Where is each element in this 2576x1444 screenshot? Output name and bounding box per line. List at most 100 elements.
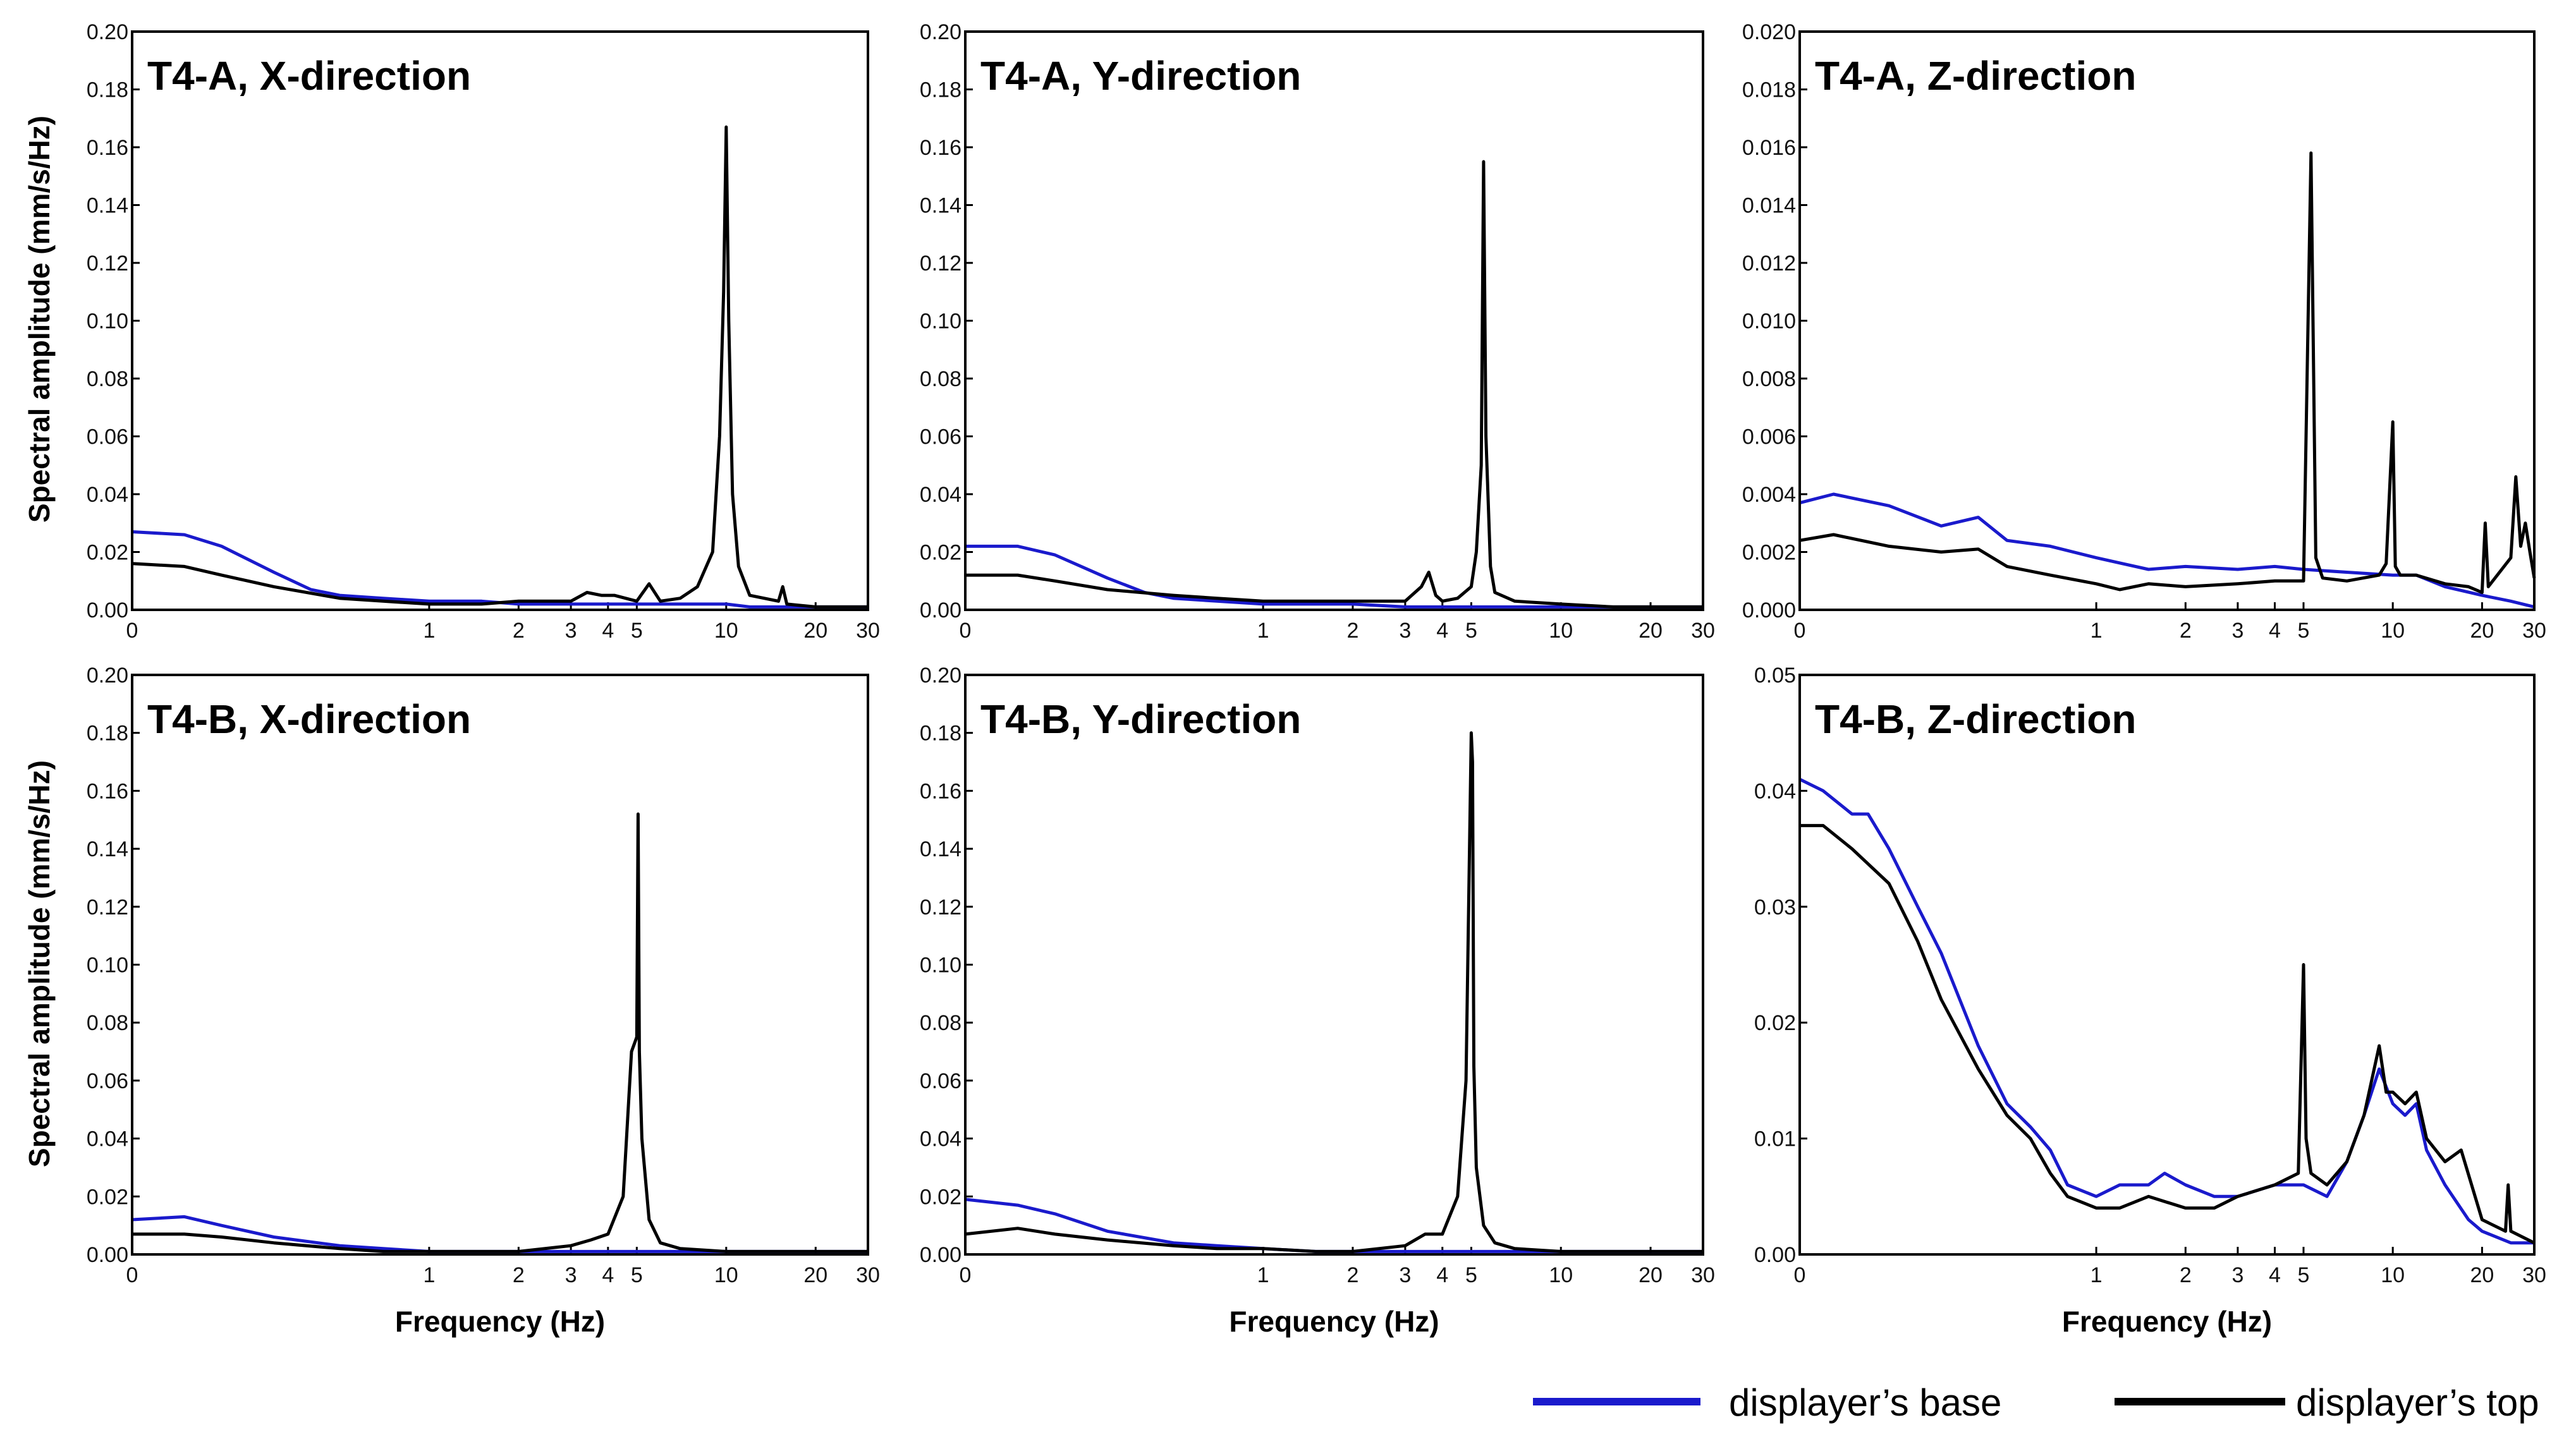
series-line-displayer-s-top [1800,823,2536,1244]
x-tick-label: 30 [2522,619,2546,643]
y-tick-label: 0.14 [87,194,128,218]
series-line-displayer-s-base [1799,492,2535,609]
y-tick-label: 0.16 [920,779,961,803]
x-tick-label: 2 [513,619,525,643]
chart-panel-t4-b-z-direction: 0.00 0.01 0.02 0.03 0.04 0.05 0 1 2 3 4 5 10 20 30 T4-B… [1754,664,2546,1338]
x-tick-label: 1 [423,619,435,643]
x-tick-label: 30 [856,619,880,643]
x-tick-label: 0 [960,1263,972,1287]
series-line-displayer-s-base [1798,777,2534,1245]
y-tick-label: 0.14 [920,194,961,218]
y-tick-label: 0.12 [920,252,961,276]
chart-panel-t4-a-z-direction: 0.000 0.002 0.004 0.006 0.008 0.010 0.012 0.014… [1742,20,2546,643]
x-tick-label: 10 [714,619,738,643]
y-tick-label: 0.16 [920,136,961,160]
x-tick-label: 0 [126,619,138,643]
x-tick-label: 20 [2470,619,2494,643]
y-tick-label: 0.002 [1742,541,1796,565]
y-tick-label: 0.03 [1754,895,1796,919]
x-tick-label: 1 [423,1263,435,1287]
x-tick-label: 30 [1691,619,1715,643]
x-tick-label: 4 [2269,619,2281,643]
legend-label-top: displayer’s top [2296,1381,2539,1424]
x-tick-label: 3 [565,619,577,643]
x-tick-label: 5 [631,619,643,643]
y-tick-label: 0.004 [1742,483,1796,507]
y-tick-label: 0.02 [920,541,961,565]
series-line-displayer-s-base [131,530,868,609]
legend-label-base: displayer’s base [1729,1381,2001,1424]
y-tick-label: 0.016 [1742,136,1796,160]
chart-panel-t4-a-x-direction: 0.00 0.02 0.04 0.06 0.08 0.10 0.12 0.14 0.16 0.18… [87,20,880,643]
y-tick-label: 0.018 [1742,78,1796,102]
y-tick-label: 0.02 [87,1185,128,1209]
plot-frame [964,674,1704,1256]
series-line-displayer-s-top [132,812,868,1253]
x-tick-label: 30 [856,1263,880,1287]
y-tick-label: 0.06 [920,425,961,449]
x-axis-title: Frequency (Hz) [395,1305,605,1338]
x-tick-label: 3 [2231,1263,2243,1287]
x-tick-label: 3 [1399,1263,1411,1287]
x-tick-label: 30 [1691,1263,1715,1287]
y-tick-label: 0.16 [87,779,128,803]
series-line-displayer-s-top [1799,151,2536,594]
x-tick-label: 10 [1549,1263,1573,1287]
x-tick-label: 1 [1257,619,1269,643]
x-tick-label: 2 [1346,619,1358,643]
y-tick-label: 0.04 [1754,779,1796,803]
y-tick-label: 0.18 [87,78,128,102]
y-tick-label: 0.04 [87,1127,128,1151]
y-tick-label: 0.010 [1742,310,1796,334]
x-tick-label: 0 [126,1263,138,1287]
x-tick-label: 5 [1465,1263,1477,1287]
x-tick-label: 4 [1436,1263,1448,1287]
y-tick-label: 0.18 [920,722,961,746]
y-tick-label: 0.00 [87,1243,128,1267]
x-axis-title: Frequency (Hz) [2062,1305,2272,1338]
x-tick-label: 1 [2091,619,2103,643]
plot-frame [131,30,869,611]
x-tick-label: 10 [714,1263,738,1287]
y-tick-label: 0.10 [87,310,128,334]
y-tick-label: 0.08 [87,367,128,391]
y-tick-label: 0.014 [1742,194,1796,218]
legend: displayer’s base displayer’s top [1533,1381,2539,1424]
y-tick-label: 0.04 [87,483,128,507]
y-tick-label: 0.05 [1754,664,1796,688]
y-tick-label: 0.20 [920,664,961,688]
y-tick-label: 0.012 [1742,252,1796,276]
y-tick-label: 0.01 [1754,1127,1796,1151]
x-tick-label: 20 [803,1263,827,1287]
x-tick-label: 1 [2091,1263,2103,1287]
x-axis-title: Frequency (Hz) [1229,1305,1439,1338]
x-tick-label: 4 [1436,619,1448,643]
y-tick-label: 0.10 [920,310,961,334]
y-tick-label: 0.12 [920,895,961,919]
y-tick-label: 0.14 [920,837,961,861]
y-tick-label: 0.02 [1754,1011,1796,1035]
y-tick-label: 0.008 [1742,367,1796,391]
x-tick-label: 3 [2231,619,2243,643]
series-line-displayer-s-base [965,544,1703,609]
x-tick-label: 1 [1257,1263,1269,1287]
y-tick-label: 0.10 [87,954,128,978]
x-tick-label: 5 [2298,1263,2310,1287]
x-tick-label: 2 [2180,1263,2192,1287]
x-tick-label: 2 [1346,1263,1358,1287]
x-tick-label: 20 [1639,1263,1663,1287]
x-tick-label: 5 [2298,619,2310,643]
plot-frame [131,674,869,1256]
panel-title: T4-A, X-direction [147,53,471,99]
panel-title: T4-B, X-direction [147,696,471,742]
y-tick-label: 0.000 [1742,598,1796,622]
y-tick-label: 0.06 [87,425,128,449]
x-tick-label: 10 [2381,1263,2405,1287]
y-tick-label: 0.18 [87,722,128,746]
x-tick-label: 4 [602,1263,614,1287]
y-tick-label: 0.04 [920,1127,961,1151]
y-tick-label: 0.08 [87,1011,128,1035]
plot-frame [964,30,1704,611]
panel-title: T4-B, Z-direction [1815,696,2136,742]
